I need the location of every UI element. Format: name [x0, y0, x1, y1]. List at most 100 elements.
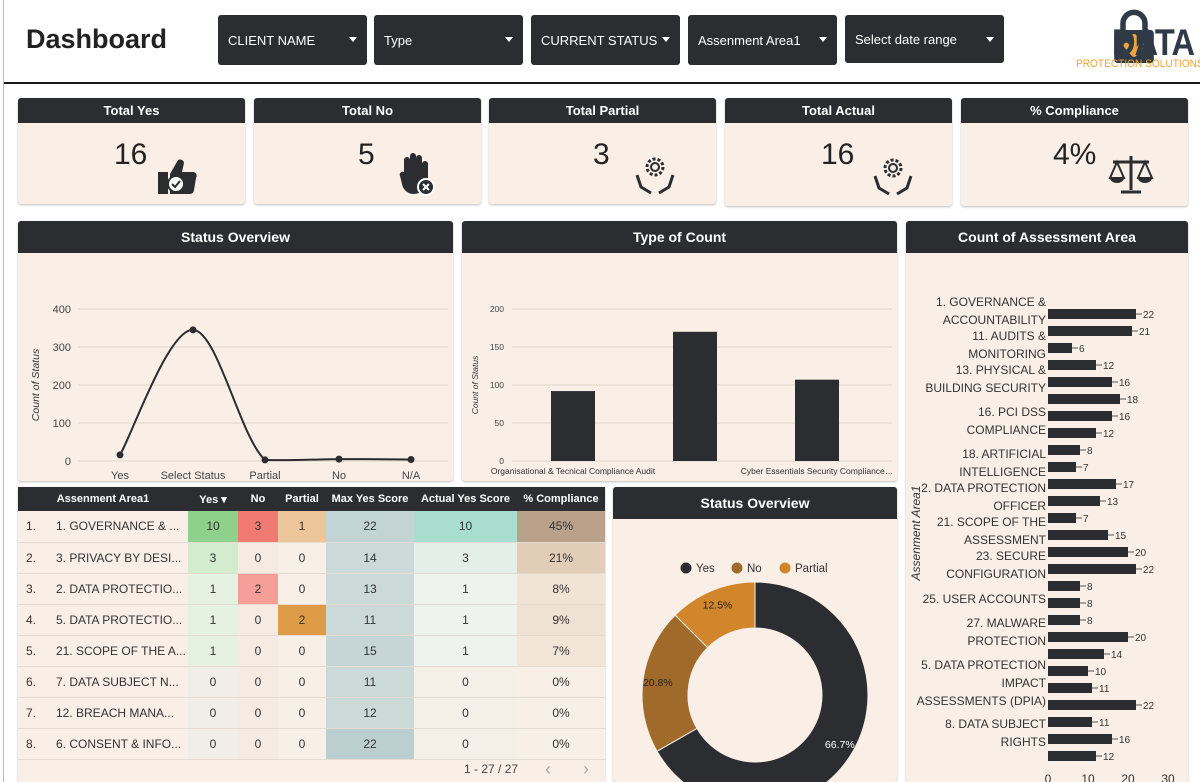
col-header-partial[interactable]: Partial: [278, 487, 326, 511]
table-row[interactable]: 4. 5. DATA PROTECTIO... 1 0 2 11 1 9%: [18, 604, 605, 636]
slice-label: 12.5%: [703, 599, 733, 611]
y-tick-label: 200: [53, 380, 71, 392]
data-label: 20: [1135, 548, 1147, 559]
header-divider: [4, 82, 1200, 84]
x-tick-label: Data Ptotection Compliance Audit: [632, 479, 759, 481]
filter-label: Assenment Area1: [698, 32, 801, 48]
prev-page-button[interactable]: ‹: [545, 759, 551, 779]
category-label: 13. PHYSICAL &: [956, 363, 1046, 377]
slice-label: 20.8%: [643, 677, 673, 689]
data-label: 7: [1083, 514, 1089, 525]
col-header-max-yes[interactable]: Max Yes Score: [326, 487, 414, 511]
data-label: 8: [1087, 599, 1093, 610]
next-page-button[interactable]: ›: [583, 759, 589, 779]
filter-client-name[interactable]: CLIENT NAME: [218, 15, 367, 65]
data-label: 20: [1135, 633, 1147, 644]
row-number: 6.: [18, 666, 52, 698]
table-row[interactable]: 8. 6. CONSENT & INFO... 0 0 0 22 0 0%: [18, 728, 605, 760]
panel-title: Status Overview: [613, 487, 897, 519]
filter-assessment-area[interactable]: Assenment Area1: [688, 15, 837, 65]
data-point: [116, 451, 124, 459]
category-label: MONITORING: [968, 347, 1046, 361]
y-tick-label: 100: [53, 418, 71, 430]
yes-cell: 10: [188, 511, 238, 543]
max-yes-cell: 15: [326, 635, 414, 667]
table-row[interactable]: 3. 2. DATA PROTECTIO... 1 2 0 13 1 8%: [18, 573, 605, 605]
data-label: 17: [1123, 480, 1135, 491]
x-tick-label: 30: [1161, 772, 1175, 782]
bar: [1048, 632, 1128, 642]
yes-cell: 1: [188, 604, 238, 636]
max-yes-cell: 22: [326, 511, 414, 543]
row-number: 2.: [18, 542, 52, 574]
table-row[interactable]: 1. 1. GOVERNANCE & ... 10 3 1 22 10 45%: [18, 511, 605, 543]
data-label: 12: [1103, 752, 1115, 763]
category-label: ASSESSMENT: [964, 533, 1047, 547]
category-label: 5. DATA PROTECTION: [921, 658, 1046, 672]
kpi-total-partial: Total Partial 3: [489, 98, 716, 204]
col-header-no[interactable]: No: [238, 487, 278, 511]
chevron-down-icon: [662, 37, 670, 42]
kpi-total-actual: Total Actual 16: [725, 98, 952, 206]
type-count-bar-chart: 0 50 100 150 200 Organisational & Tecnical Co…: [470, 304, 893, 481]
category-label: 2. DATA PROTECTION: [921, 481, 1046, 495]
partial-cell: 0: [278, 728, 326, 760]
x-tick-label: Yes: [111, 470, 129, 481]
col-header-area[interactable]: Assenment Area1: [18, 487, 188, 511]
col-header-actual-yes[interactable]: Actual Yes Score: [414, 487, 517, 511]
kpi-value: 5: [358, 138, 375, 171]
category-label: 11. AUDITS &: [972, 329, 1046, 343]
category-label: COMPLIANCE: [967, 423, 1046, 437]
kpi-title: % Compliance: [961, 98, 1188, 123]
kpi-compliance: % Compliance 4%: [961, 98, 1188, 206]
actual-yes-cell: 0: [414, 697, 517, 729]
area-cell: 12. BREACH MANA...: [52, 697, 188, 729]
partial-cell: 1: [278, 511, 326, 543]
actual-yes-cell: 0: [414, 728, 517, 760]
yes-cell: 1: [188, 573, 238, 605]
thumbs-up-check-icon: [158, 159, 197, 194]
bar: [1048, 751, 1096, 761]
date-range-picker[interactable]: Select date range: [845, 15, 1004, 63]
partial-cell: 2: [278, 604, 326, 636]
partial-cell: 0: [278, 697, 326, 729]
bar: [1048, 411, 1112, 421]
y-tick-label: 300: [53, 342, 71, 354]
table-row[interactable]: 6. 7. DATA SUBJECT N... 0 0 0 11 0 0%: [18, 666, 605, 698]
bar: [1048, 496, 1100, 506]
category-label: 16. PCI DSS: [978, 405, 1046, 419]
bar: [1048, 394, 1120, 404]
logo-subtitle: PROTECTION SOLUTIONS: [1076, 58, 1200, 70]
actual-yes-cell: 0: [414, 666, 517, 698]
data-label: 16: [1119, 735, 1131, 746]
data-label: 8: [1087, 616, 1093, 627]
no-cell: 2: [238, 573, 278, 605]
no-cell: 0: [238, 666, 278, 698]
bar: [1048, 717, 1092, 727]
row-number: 5.: [18, 635, 52, 667]
filter-type[interactable]: Type: [374, 15, 523, 65]
y-tick-label: 200: [490, 304, 504, 314]
filter-label: Select date range: [855, 31, 957, 47]
category-label: 23. SECURE: [976, 549, 1046, 563]
max-yes-cell: 11: [326, 666, 414, 698]
max-yes-cell: 13: [326, 573, 414, 605]
data-label: 21: [1139, 327, 1151, 338]
x-tick-label: Partial: [249, 470, 280, 481]
bar: [795, 379, 839, 461]
bar: [1048, 734, 1112, 744]
area-cell: 2. DATA PROTECTIO...: [52, 573, 188, 605]
table-row[interactable]: 2. 3. PRIVACY BY DESI... 3 0 0 14 3 21%: [18, 542, 605, 574]
filter-label: CURRENT STATUS: [541, 32, 658, 48]
category-label: RIGHTS: [1001, 735, 1046, 749]
x-tick-label: 0: [1045, 772, 1052, 782]
bar: [1048, 326, 1132, 336]
col-header-compliance[interactable]: % Compliance: [517, 487, 605, 511]
table-row[interactable]: 7. 12. BREACH MANA... 0 0 0 12 0 0%: [18, 697, 605, 729]
category-label: PROTECTION: [967, 634, 1046, 648]
kpi-title: Total Yes: [18, 98, 245, 123]
y-tick-label: 0: [499, 456, 504, 466]
table-row[interactable]: 5. 21. SCOPE OF THE A... 1 0 0 15 1 7%: [18, 635, 605, 667]
filter-current-status[interactable]: CURRENT STATUS: [531, 15, 680, 65]
col-header-yes[interactable]: Yes ▾: [188, 487, 238, 511]
